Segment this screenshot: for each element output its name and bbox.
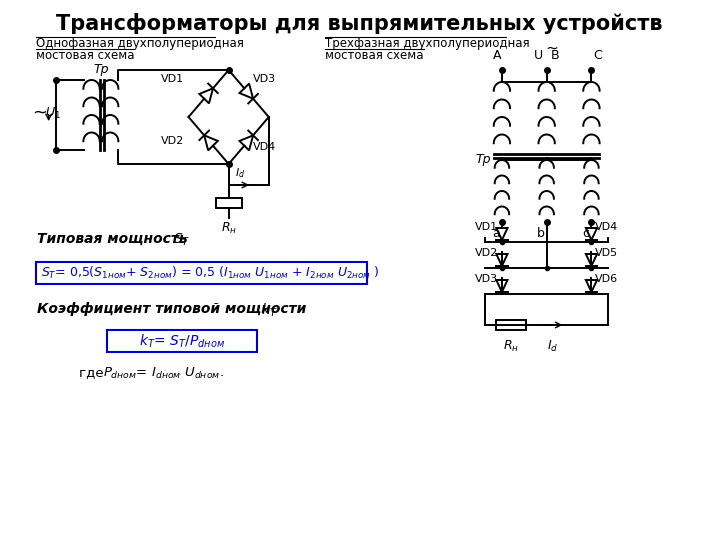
Text: мостовая схема: мостовая схема	[325, 49, 423, 62]
Text: $I_d$: $I_d$	[546, 339, 558, 354]
Text: мостовая схема: мостовая схема	[35, 49, 134, 62]
Bar	[215, 198, 242, 208]
Text: Тр: Тр	[476, 153, 491, 166]
Text: Трехфазная двухполупериодная: Трехфазная двухполупериодная	[325, 37, 529, 50]
Bar	[107, 330, 256, 352]
Text: Коэффициент типовой мощности: Коэффициент типовой мощности	[37, 302, 312, 316]
Text: Однофазная двухполупериодная: Однофазная двухполупериодная	[35, 37, 243, 50]
Text: $P_{d ном}$= $I_{d ном}$ $U_{d ном}$.: $P_{d ном}$= $I_{d ном}$ $U_{d ном}$.	[103, 366, 223, 381]
Text: U: U	[534, 49, 543, 62]
Bar	[35, 262, 366, 284]
Text: VD4: VD4	[595, 222, 618, 232]
Text: B: B	[550, 49, 559, 62]
Text: b: b	[537, 227, 545, 240]
Text: ~: ~	[545, 41, 558, 56]
Text: $R_н$: $R_н$	[220, 221, 237, 236]
Bar	[496, 320, 526, 330]
Text: $S_T$: $S_T$	[173, 232, 190, 248]
Text: VD2: VD2	[161, 137, 184, 146]
Text: VD6: VD6	[595, 274, 618, 284]
Text: VD2: VD2	[475, 248, 498, 258]
Text: VD4: VD4	[253, 143, 276, 152]
Text: $R_н$: $R_н$	[503, 339, 519, 354]
Text: $U_1$: $U_1$	[45, 105, 60, 120]
Text: Типовая мощность: Типовая мощность	[37, 232, 193, 246]
Text: C: C	[593, 49, 602, 62]
Text: A: A	[493, 49, 502, 62]
Text: Трансформаторы для выпрямительных устройств: Трансформаторы для выпрямительных устрой…	[56, 13, 662, 34]
Text: ~: ~	[32, 104, 47, 122]
Text: a: a	[492, 227, 500, 240]
Text: где: где	[79, 366, 108, 379]
Text: VD3: VD3	[253, 73, 276, 84]
Text: c: c	[582, 227, 590, 240]
Text: $I_d$: $I_d$	[235, 166, 245, 180]
Text: VD1: VD1	[475, 222, 498, 232]
Text: $k_T$: $k_T$	[261, 302, 278, 319]
Text: VD3: VD3	[475, 274, 498, 284]
Text: Тр: Тр	[93, 63, 109, 76]
Text: VD1: VD1	[161, 73, 184, 84]
Text: VD5: VD5	[595, 248, 618, 258]
Text: $S_T$= 0,5($S_{1ном}$+ $S_{2ном}$) = 0,5 ($I_{1ном}$ $U_{1ном}$ + $I_{2ном}$ $U_: $S_T$= 0,5($S_{1ном}$+ $S_{2ном}$) = 0,5…	[41, 265, 379, 281]
Text: $k_T$= $S_T$/$P_{d ном}$: $k_T$= $S_T$/$P_{d ном}$	[139, 332, 225, 350]
